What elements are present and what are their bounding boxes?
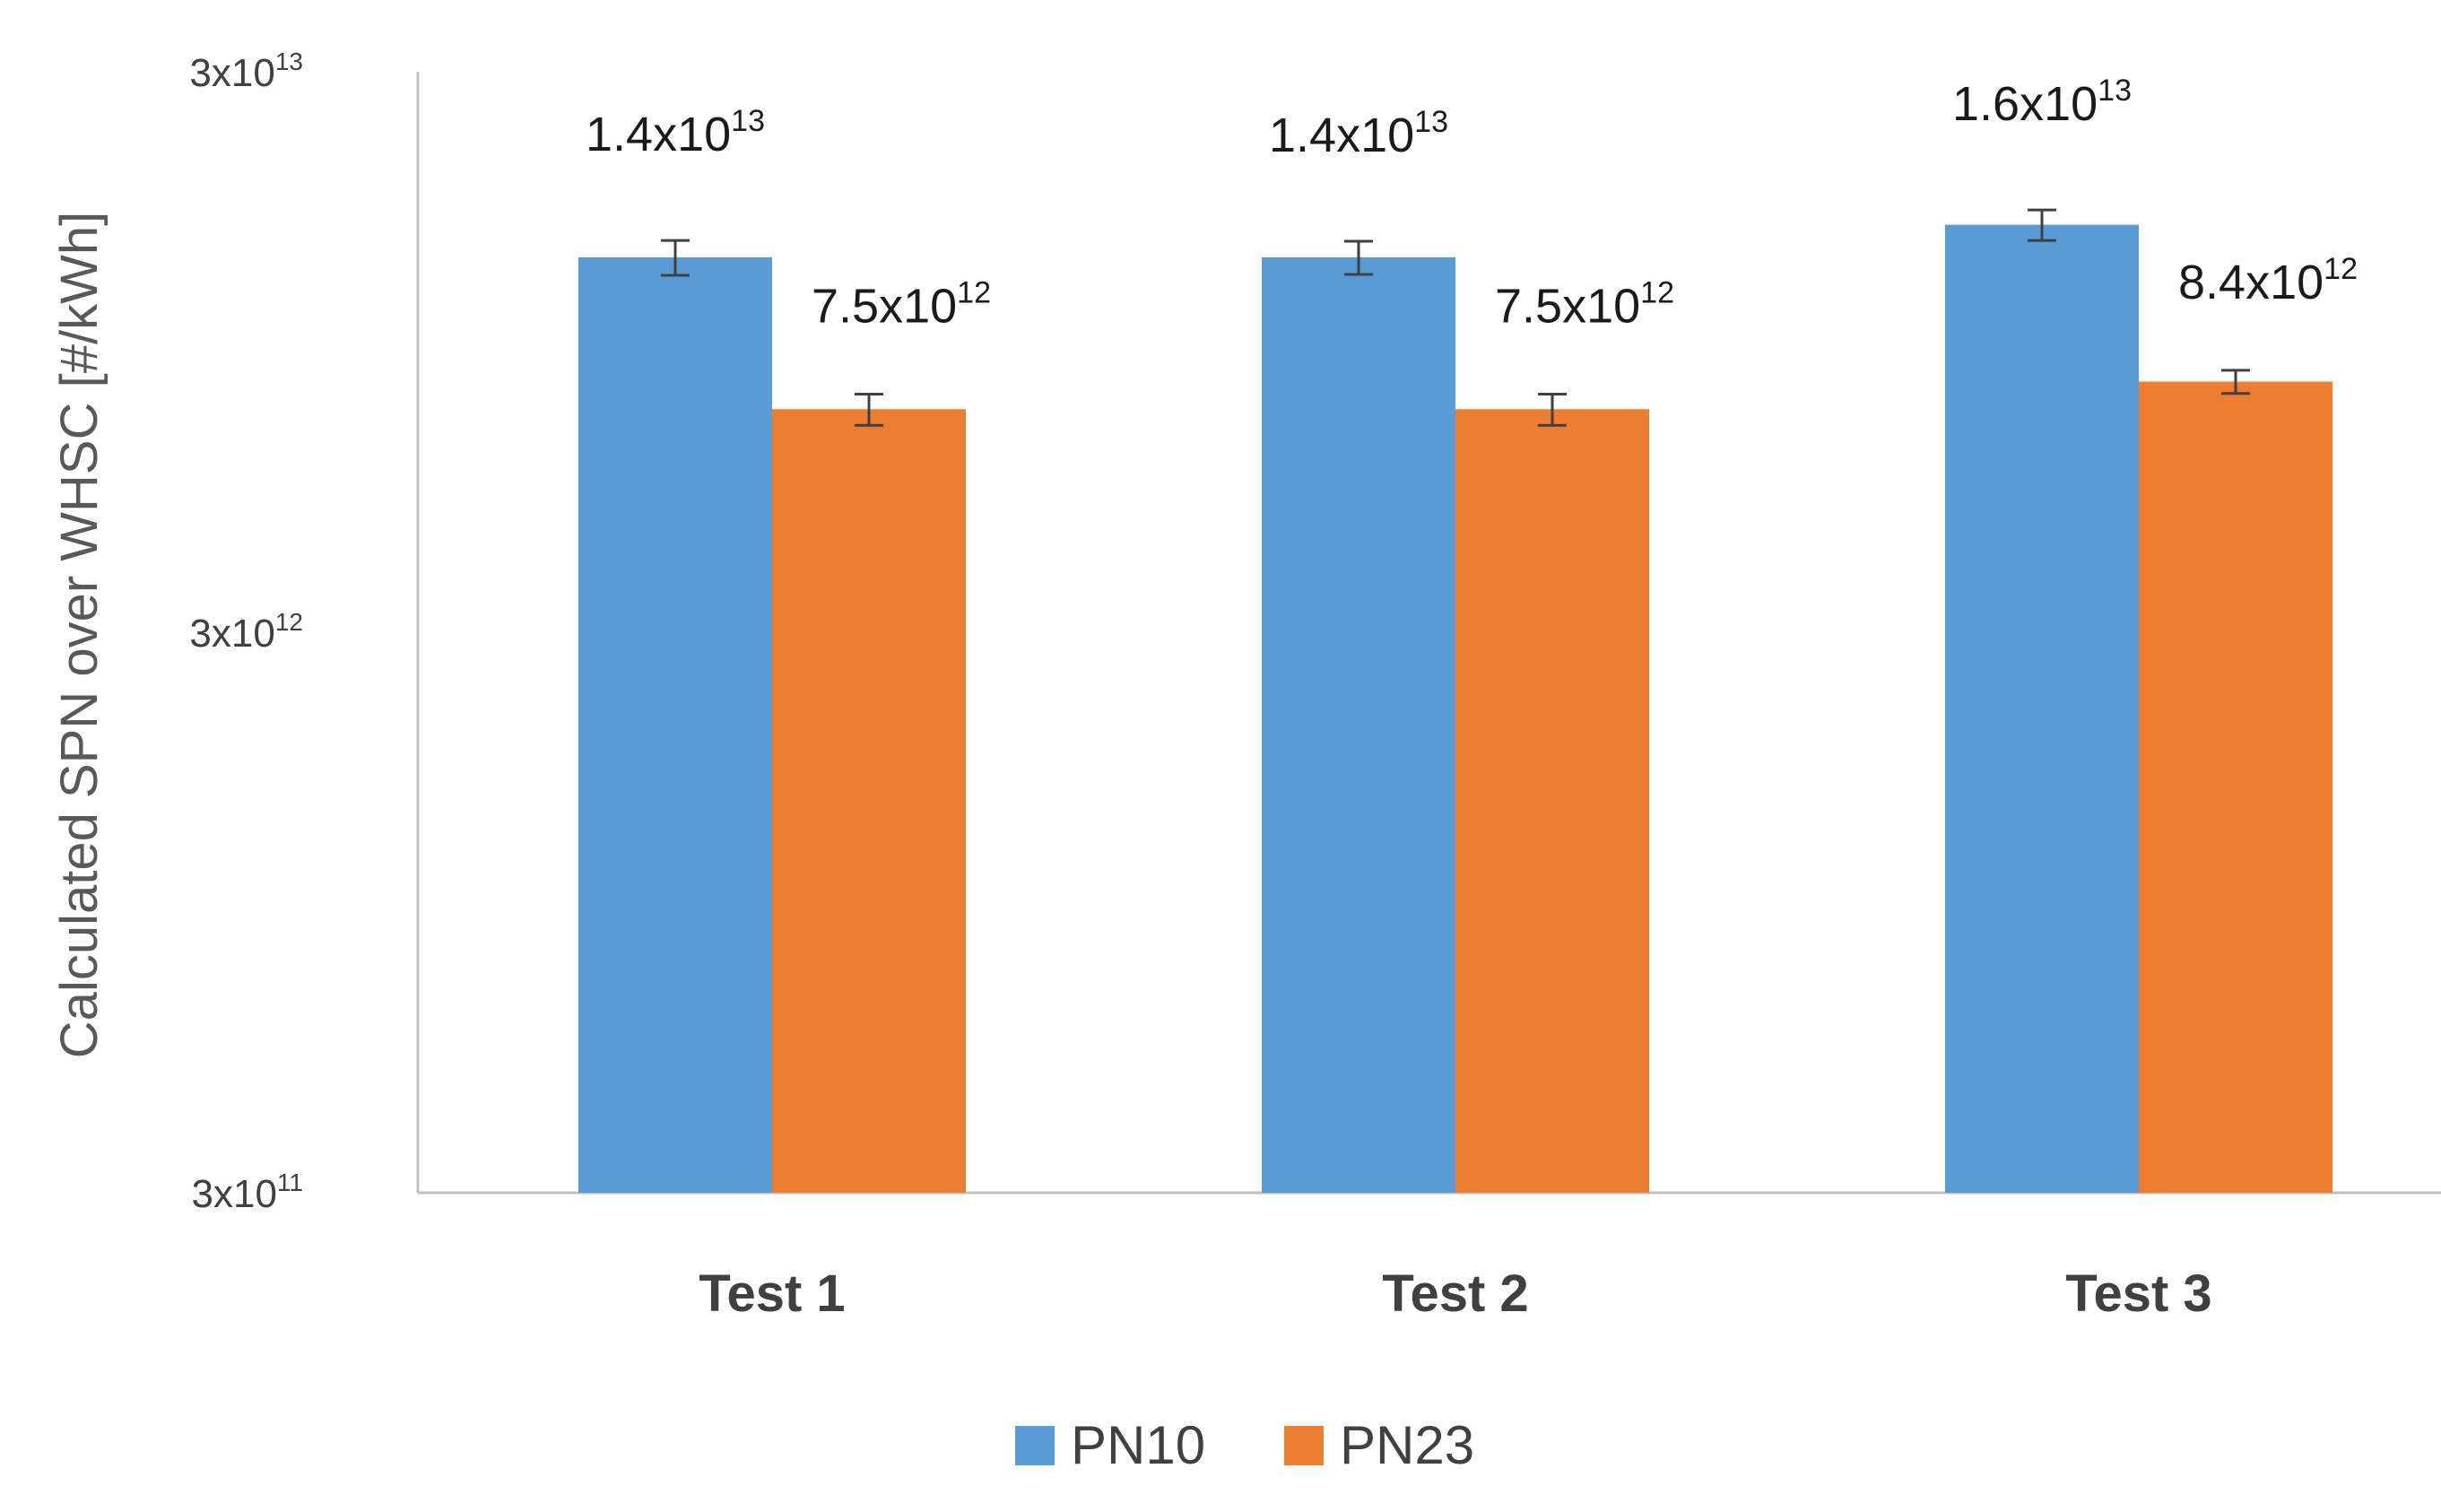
data-label-base: 7.5x10 (812, 279, 957, 333)
legend-item-pn23: PN23 (1284, 1415, 1474, 1475)
bar-pn23-3 (2139, 381, 2332, 1193)
data-label-exponent: 13 (2098, 74, 2132, 108)
y-tick-exponent: 12 (275, 608, 303, 636)
data-label-exponent: 12 (957, 275, 991, 309)
bar-pn23-1 (772, 409, 966, 1194)
data-label: 1.4x1013 (586, 104, 765, 161)
data-label: 7.5x1012 (1495, 275, 1674, 333)
error-bar (1538, 392, 1567, 427)
error-bar (661, 239, 690, 277)
data-label-exponent: 13 (1414, 105, 1448, 139)
error-bar (855, 392, 883, 427)
data-label-base: 1.4x10 (1269, 109, 1414, 162)
y-tick-exponent: 13 (275, 48, 303, 75)
data-labels-group: 1.4x10137.5x10121.4x10137.5x10121.6x1013… (586, 74, 2358, 333)
data-label-exponent: 12 (2324, 252, 2358, 286)
data-label-base: 7.5x10 (1495, 279, 1640, 333)
error-bar (2028, 208, 2056, 242)
data-label-base: 1.6x10 (1952, 77, 2098, 131)
error-bars-group (661, 208, 2250, 427)
data-label-exponent: 12 (1640, 275, 1674, 309)
data-label-base: 8.4x10 (2178, 256, 2324, 309)
y-tick-label: 3x1011 (192, 1169, 304, 1216)
legend-label: PN10 (1071, 1415, 1205, 1475)
y-tick-label: 3x1012 (189, 608, 303, 656)
x-tick-label: Test 3 (2065, 1264, 2211, 1323)
legend-swatch (1284, 1426, 1324, 1465)
x-tick-label: Test 1 (699, 1264, 845, 1323)
legend-item-pn10: PN10 (1015, 1415, 1205, 1475)
error-bar (1344, 239, 1373, 276)
data-label: 7.5x1012 (812, 275, 991, 333)
y-tick-base: 3x10 (192, 1172, 277, 1216)
data-label-base: 1.4x10 (586, 108, 731, 161)
bar-pn23-2 (1455, 409, 1649, 1194)
bar-pn10-1 (578, 256, 772, 1194)
bar-pn10-3 (1945, 224, 2139, 1194)
legend-swatch (1015, 1426, 1055, 1465)
y-tick-label: 3x1013 (189, 48, 303, 95)
legend: PN10 PN23 (1015, 1415, 1474, 1475)
error-bar (2221, 369, 2250, 395)
y-axis-label: Calculated SPN over WHSC [#/kWh] (50, 212, 109, 1058)
data-label: 1.6x1013 (1952, 74, 2132, 131)
x-tick-label: Test 2 (1382, 1264, 1528, 1323)
bar-pn10-2 (1262, 256, 1455, 1194)
y-tick-base: 3x10 (189, 612, 274, 656)
x-tick-labels-group: Test 1 Test 2 Test 3 (699, 1264, 2211, 1323)
data-label-exponent: 13 (731, 104, 765, 138)
y-tick-base: 3x10 (189, 51, 274, 95)
y-tick-exponent: 11 (277, 1169, 303, 1196)
data-label: 1.4x1013 (1269, 105, 1448, 162)
legend-label: PN23 (1340, 1415, 1474, 1475)
data-label: 8.4x1012 (2178, 252, 2358, 309)
bars-group (578, 224, 2332, 1194)
